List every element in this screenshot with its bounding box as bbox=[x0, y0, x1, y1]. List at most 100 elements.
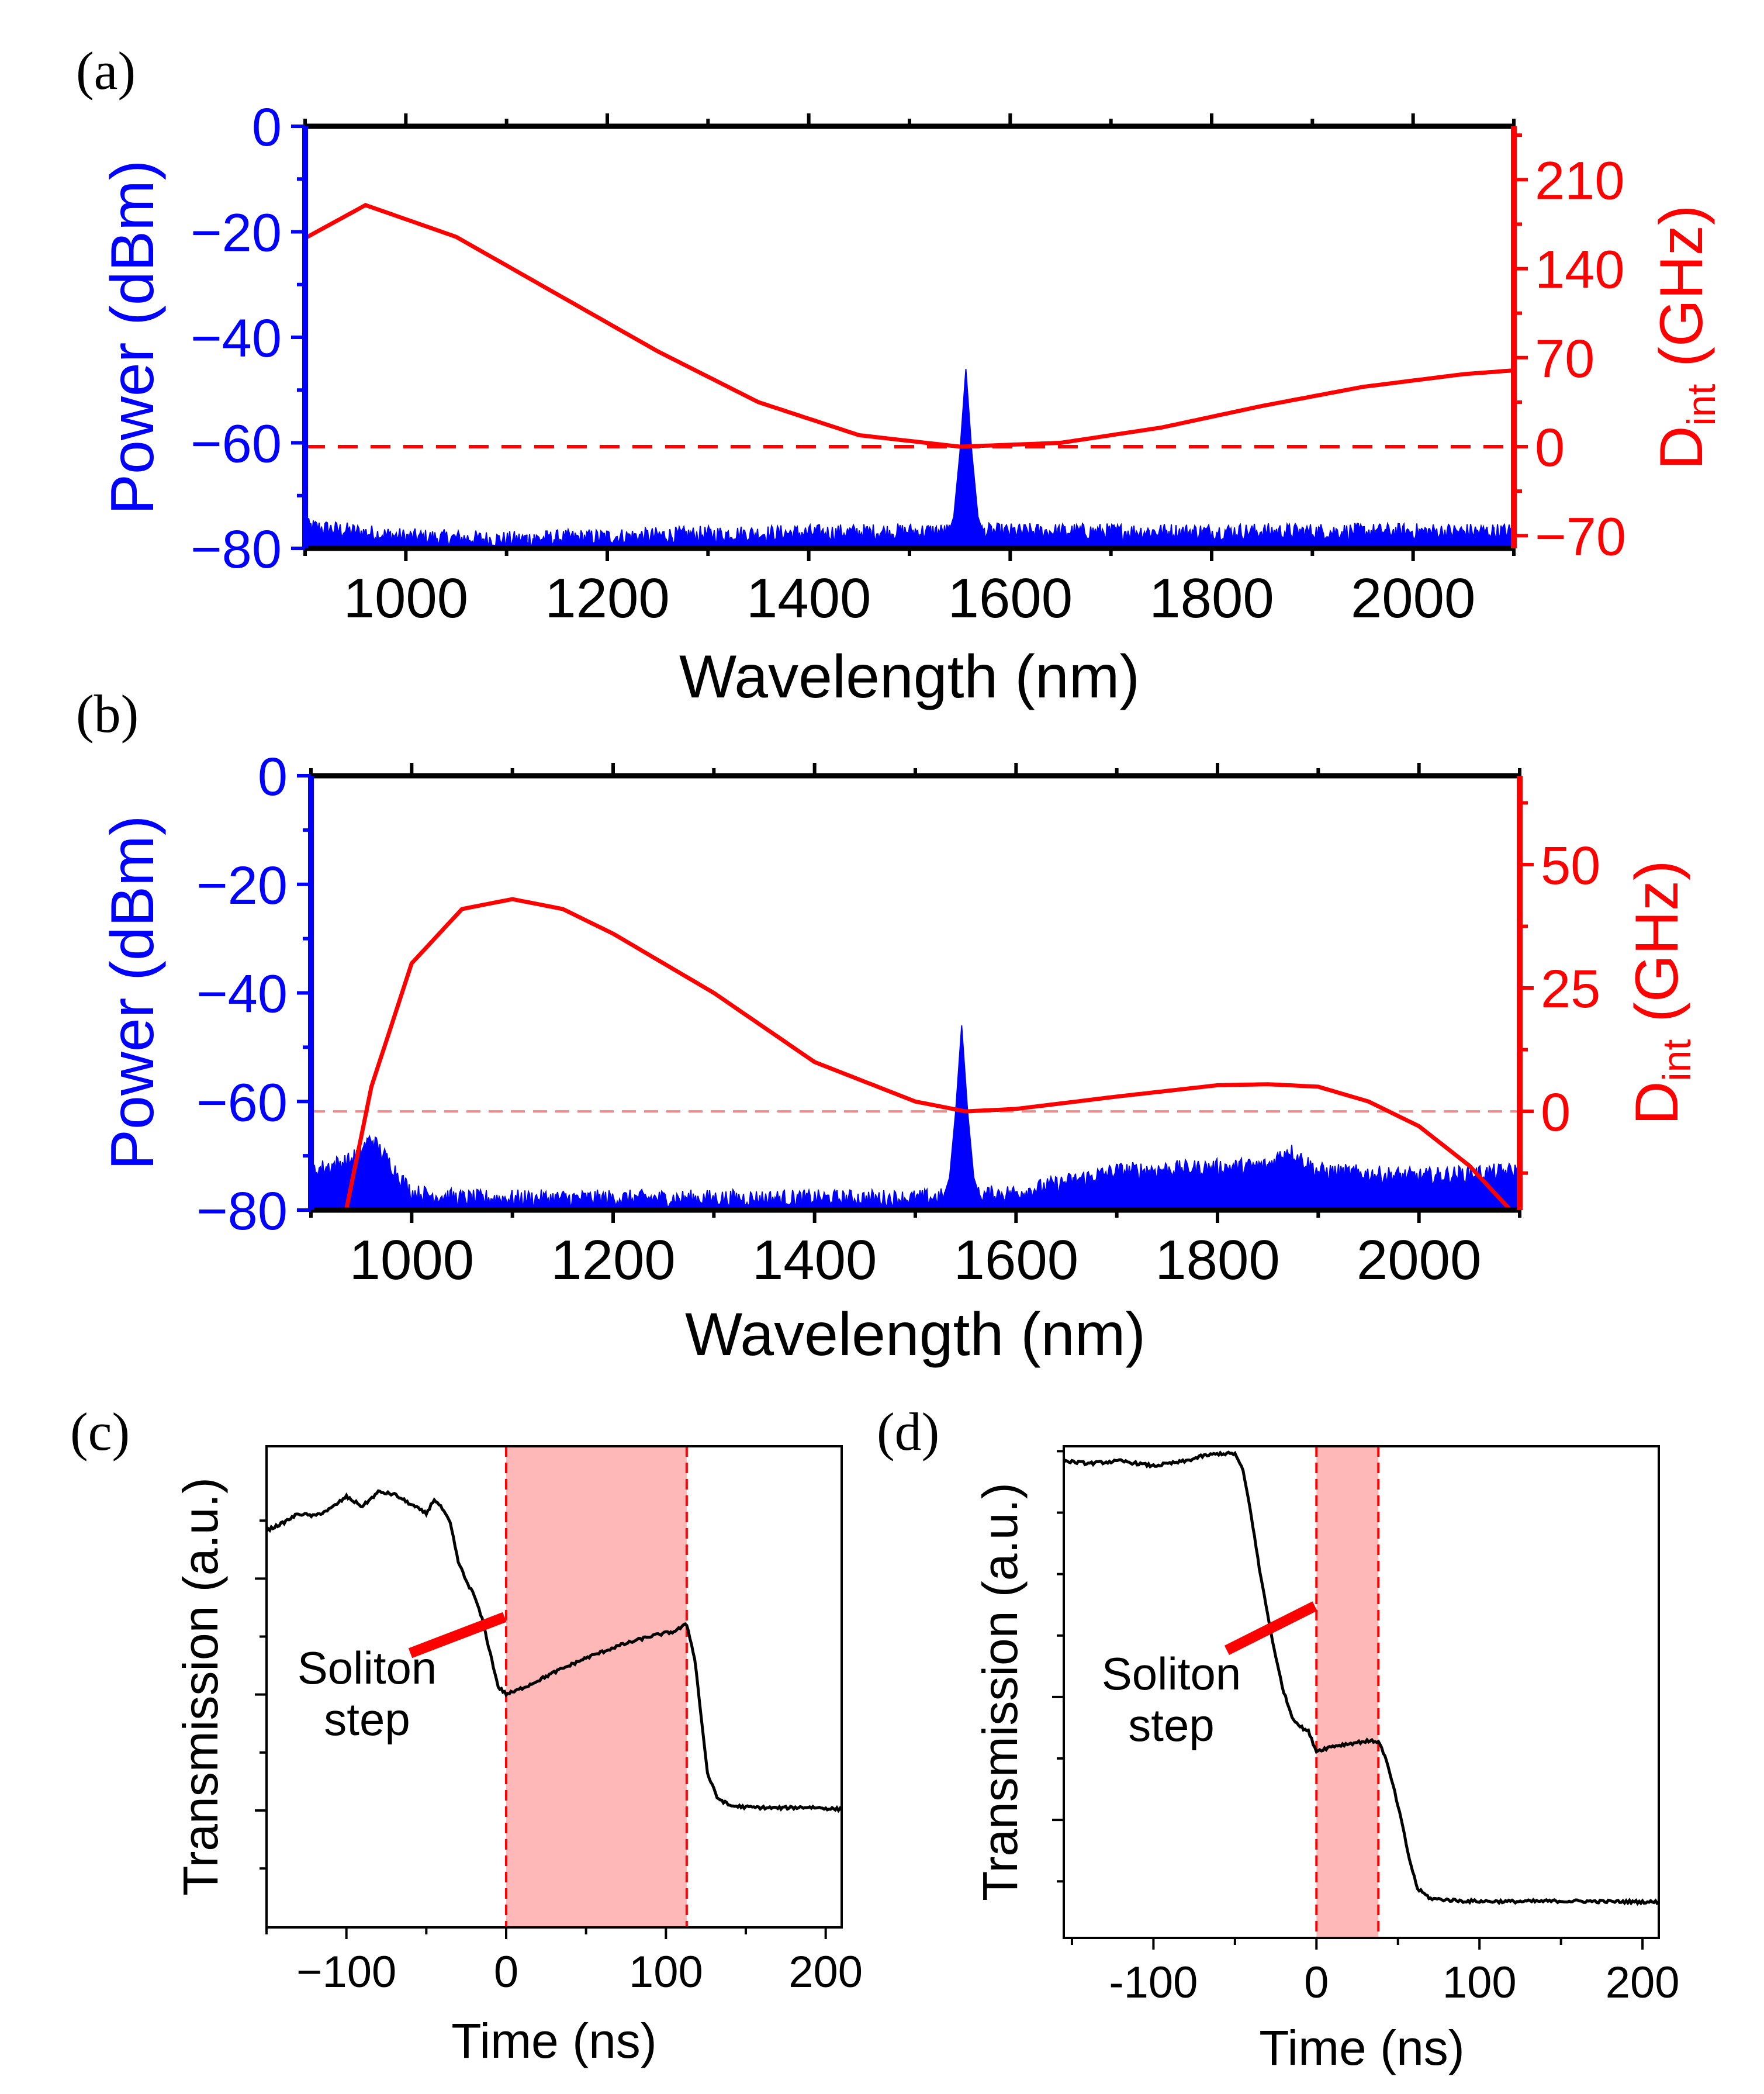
panel-d-y-ticks bbox=[1052, 1450, 1064, 1883]
panel-d-frame bbox=[1063, 1445, 1660, 1939]
b-x-tick-label: 1800 bbox=[1155, 1229, 1280, 1291]
a-y2-tick-label: −70 bbox=[1535, 507, 1626, 566]
panel-a-pump-peak bbox=[943, 369, 989, 548]
panel-d-transmission-trace bbox=[1064, 1450, 1659, 1906]
panel-d-annotation-line2: step bbox=[1128, 1699, 1214, 1751]
panel-c-plot-area bbox=[267, 1446, 842, 1927]
b-noise-floor-trace bbox=[311, 1134, 1520, 1210]
panel-c-soliton-region bbox=[505, 1446, 688, 1927]
b-y2-tick-label: 50 bbox=[1541, 836, 1600, 896]
panel-d: (d) -100 0 100 200 Soliton step Time (ns) T… bbox=[877, 1402, 1680, 2075]
panel-a-frame bbox=[302, 123, 1517, 551]
panel-d-y-axis-label: Transmission (a.u.) bbox=[973, 1483, 1028, 1901]
panel-a-y-axis-label: Power (dBm) bbox=[99, 160, 167, 515]
panel-a-y2-axis-label: Dint (GHz) bbox=[1648, 205, 1724, 469]
b-y-tick-label: 0 bbox=[258, 747, 288, 807]
panel-b: (b) 1000 1200 1400 1600 1800 2000 0 −20 −40 −60 −… bbox=[76, 684, 1699, 1369]
a-x-tick-label: 1800 bbox=[1149, 567, 1274, 630]
panel-b-frame bbox=[308, 773, 1523, 1213]
panel-b-dint-curve bbox=[344, 897, 1514, 1210]
panel-b-y-axis-label: Power (dBm) bbox=[99, 816, 167, 1170]
c-arrow-line bbox=[408, 1612, 507, 1658]
panel-a: (a) 1000 1200 1400 1600 1800 2000 0−20−40−60−… bbox=[76, 41, 1724, 711]
c-x-tick-label: 0 bbox=[494, 1947, 518, 1997]
panel-d-label: (d) bbox=[877, 1402, 939, 1461]
panel-a-dint-curve bbox=[305, 202, 1514, 449]
a-pump-trace bbox=[943, 369, 989, 548]
a-dint-line bbox=[305, 202, 1514, 449]
panel-a-y2-ticks: 210 140 70 0 −70 bbox=[1514, 133, 1626, 566]
a-y2-tick-label: 210 bbox=[1535, 151, 1625, 210]
panel-b-x-axis-label: Wavelength (nm) bbox=[685, 1301, 1146, 1369]
a-y-tick-label: −40 bbox=[191, 309, 282, 368]
panel-b-pump-peak bbox=[939, 1025, 985, 1210]
a-y-tick-label: −60 bbox=[191, 414, 282, 474]
d-x-tick-label: 200 bbox=[1606, 1958, 1680, 2007]
panel-c-annotation-line2: step bbox=[324, 1694, 410, 1745]
panel-b-y2-label-tail: (GHz) bbox=[1623, 860, 1691, 1039]
d-x-tick-label: 100 bbox=[1443, 1958, 1517, 2007]
d-shade-rect bbox=[1316, 1446, 1379, 1938]
panel-c-label: (c) bbox=[70, 1402, 130, 1461]
panel-c-transmission-trace bbox=[267, 1489, 842, 1813]
b-y2-tick-label: 0 bbox=[1541, 1083, 1571, 1142]
panel-c-annotation-arrow bbox=[408, 1612, 507, 1658]
panel-a-y2-label-tail: (GHz) bbox=[1648, 205, 1715, 383]
a-x-tick-label: 1600 bbox=[948, 567, 1073, 630]
panel-d-annotation-arrow bbox=[1224, 1601, 1317, 1656]
panel-b-x-ticks: 1000 1200 1400 1600 1800 2000 bbox=[309, 763, 1521, 1291]
a-y2-tick-label: 140 bbox=[1535, 240, 1625, 300]
panel-a-noise-floor bbox=[305, 518, 1514, 548]
d-arrow-line bbox=[1224, 1601, 1317, 1656]
panel-b-label: (b) bbox=[76, 684, 139, 744]
b-y-tick-label: −60 bbox=[196, 1073, 288, 1132]
panel-d-plot-area bbox=[1064, 1446, 1659, 1938]
d-x-tick-label: -100 bbox=[1109, 1958, 1198, 2007]
a-x-tick-label: 1200 bbox=[545, 567, 670, 630]
panel-a-x-axis-label: Wavelength (nm) bbox=[679, 643, 1140, 711]
panel-d-x-axis-label: Time (ns) bbox=[1259, 2020, 1465, 2075]
panel-b-y2-axis-label: Dint (GHz) bbox=[1623, 860, 1699, 1125]
panel-c-y-axis-label: Transmission (a.u.) bbox=[173, 1477, 228, 1896]
a-y-tick-label: −20 bbox=[191, 203, 282, 263]
panel-d-x-ticks: -100 0 100 200 bbox=[1070, 1938, 1680, 2007]
a-x-tick-label: 2000 bbox=[1351, 567, 1476, 630]
panel-c-annotation-line1: Soliton bbox=[298, 1642, 437, 1694]
panel-a-y-ticks: 0 −20 −40 −60 −80 bbox=[191, 98, 305, 579]
d-trace-line bbox=[1064, 1450, 1659, 1906]
a-noise-floor-trace bbox=[305, 518, 1514, 548]
panel-c-frame bbox=[265, 1445, 843, 1929]
a-x-tick-label: 1400 bbox=[746, 567, 871, 630]
c-trace-line bbox=[267, 1489, 842, 1813]
panel-b-y2-ticks: 50 25 0 bbox=[1520, 801, 1600, 1175]
b-x-tick-label: 2000 bbox=[1357, 1229, 1482, 1291]
panel-b-noise-floor bbox=[311, 1134, 1520, 1210]
panel-b-y2-label-sub: int bbox=[1655, 1039, 1699, 1081]
c-x-tick-label: −100 bbox=[296, 1947, 396, 1997]
a-x-tick-label: 1000 bbox=[344, 567, 469, 630]
b-dint-line bbox=[344, 897, 1514, 1210]
c-x-tick-label: 100 bbox=[629, 1947, 703, 1997]
panel-a-y2-label-main: D bbox=[1648, 426, 1715, 469]
panel-b-plot-area bbox=[311, 897, 1520, 1210]
b-x-tick-label: 1200 bbox=[551, 1229, 676, 1291]
a-y-tick-label: 0 bbox=[252, 98, 282, 157]
panel-a-y2-label-sub: int bbox=[1679, 384, 1724, 426]
panel-c-x-ticks: −100 0 100 200 bbox=[265, 1927, 863, 1997]
panel-d-annotation-line1: Soliton bbox=[1102, 1648, 1241, 1699]
panel-c-y-ticks bbox=[255, 1519, 267, 1870]
panel-d-soliton-region bbox=[1315, 1446, 1380, 1938]
c-x-tick-label: 200 bbox=[788, 1947, 863, 1997]
b-pump-trace bbox=[939, 1025, 985, 1210]
panel-b-y-ticks: 0 −20 −40 −60 −80 bbox=[196, 747, 311, 1241]
panel-a-x-ticks: 1000 1200 1400 1600 1800 2000 bbox=[303, 113, 1516, 630]
panel-c: (c) −100 0 100 200 Soliton step Time (ns) T… bbox=[70, 1402, 863, 2068]
c-frame-rect bbox=[265, 1445, 843, 1929]
b-x-tick-label: 1000 bbox=[350, 1229, 475, 1291]
panel-a-comb-lines bbox=[525, 527, 1502, 548]
d-x-tick-label: 0 bbox=[1304, 1958, 1329, 2007]
b-y-tick-label: −20 bbox=[196, 856, 288, 915]
a-y-tick-label: −80 bbox=[191, 520, 282, 579]
panel-a-plot-area bbox=[305, 202, 1514, 548]
